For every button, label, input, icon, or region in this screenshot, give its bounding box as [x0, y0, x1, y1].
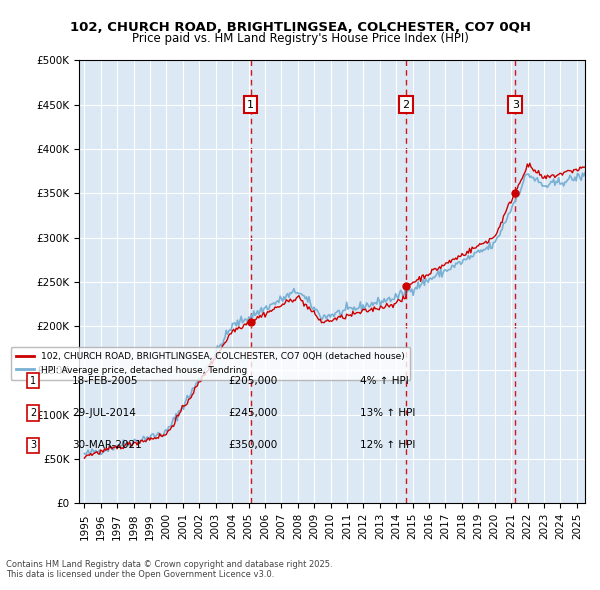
- Text: 1: 1: [247, 100, 254, 110]
- Text: 2: 2: [30, 408, 36, 418]
- Text: £205,000: £205,000: [228, 376, 277, 385]
- Text: 30-MAR-2021: 30-MAR-2021: [72, 441, 142, 450]
- Text: 1: 1: [30, 376, 36, 385]
- Legend: 102, CHURCH ROAD, BRIGHTLINGSEA, COLCHESTER, CO7 0QH (detached house), HPI: Aver: 102, CHURCH ROAD, BRIGHTLINGSEA, COLCHES…: [11, 347, 410, 380]
- Text: 18-FEB-2005: 18-FEB-2005: [72, 376, 139, 385]
- Text: 3: 3: [512, 100, 519, 110]
- Text: 2: 2: [402, 100, 409, 110]
- Text: 13% ↑ HPI: 13% ↑ HPI: [360, 408, 415, 418]
- Text: £350,000: £350,000: [228, 441, 277, 450]
- Text: Contains HM Land Registry data © Crown copyright and database right 2025.: Contains HM Land Registry data © Crown c…: [6, 560, 332, 569]
- Text: 102, CHURCH ROAD, BRIGHTLINGSEA, COLCHESTER, CO7 0QH: 102, CHURCH ROAD, BRIGHTLINGSEA, COLCHES…: [70, 21, 530, 34]
- Text: 29-JUL-2014: 29-JUL-2014: [72, 408, 136, 418]
- Text: This data is licensed under the Open Government Licence v3.0.: This data is licensed under the Open Gov…: [6, 571, 274, 579]
- Text: 4% ↑ HPI: 4% ↑ HPI: [360, 376, 409, 385]
- Text: 3: 3: [30, 441, 36, 450]
- Text: £245,000: £245,000: [228, 408, 277, 418]
- Text: Price paid vs. HM Land Registry's House Price Index (HPI): Price paid vs. HM Land Registry's House …: [131, 32, 469, 45]
- Text: 12% ↑ HPI: 12% ↑ HPI: [360, 441, 415, 450]
